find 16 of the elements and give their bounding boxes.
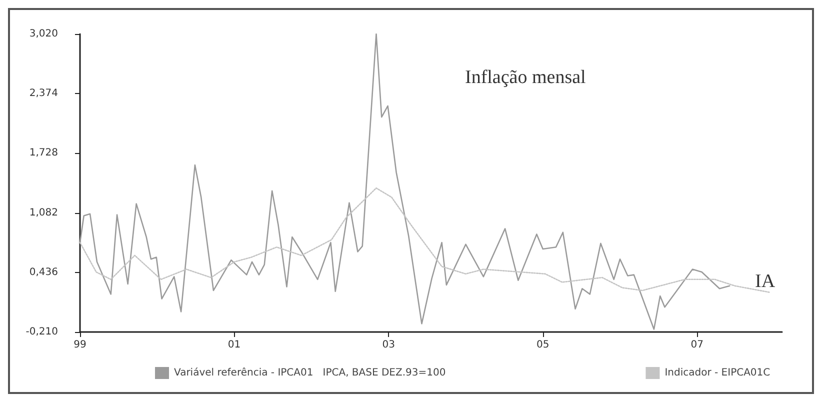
legend-label: Indicador - EIPCA01C: [664, 368, 770, 378]
y-tick-label: 1,082: [29, 207, 58, 218]
legend-label: Variável referência - IPCA01 IPCA, BASE DEZ.93=100: [174, 368, 446, 378]
x-tick-label: 99: [74, 340, 86, 350]
line-series: [79, 33, 730, 330]
x-tick-label: 03: [382, 340, 395, 350]
y-tick-label: 3,020: [29, 28, 58, 40]
y-tick-label: 2,374: [29, 88, 58, 100]
x-tick-label: 05: [536, 340, 550, 350]
annotation: Inflação mensal: [465, 67, 586, 88]
x-tick-label: 01: [228, 340, 241, 350]
y-tick-label: 1,728: [29, 148, 58, 159]
annotation: IA: [755, 271, 776, 292]
y-tick-label: 0,436: [29, 266, 58, 278]
x-tick-label: 07: [690, 340, 704, 350]
y-tick-label: -0,210: [26, 326, 58, 338]
